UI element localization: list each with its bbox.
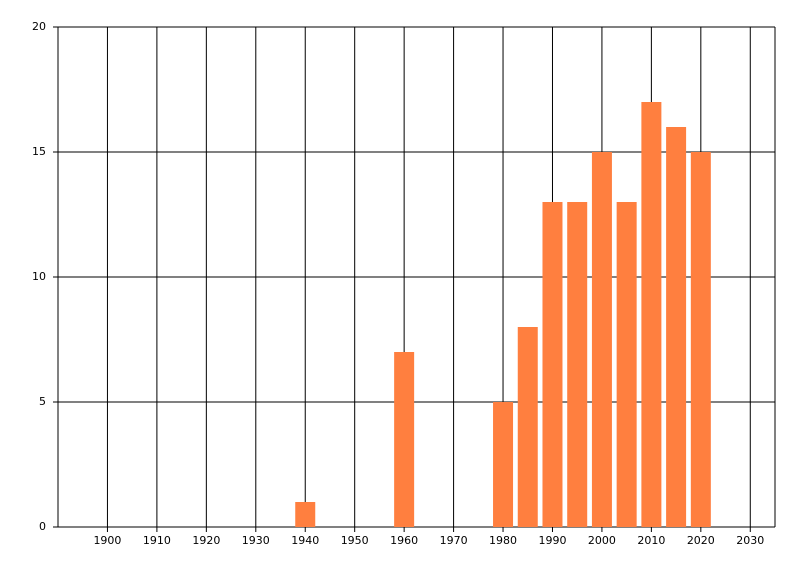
x-tick-label: 1970: [440, 534, 468, 547]
x-tick-label: 2020: [687, 534, 715, 547]
x-tick-label: 2030: [736, 534, 764, 547]
bar: [295, 502, 316, 527]
x-tick-label: 1930: [242, 534, 270, 547]
y-tick-label: 20: [32, 20, 46, 33]
x-tick-label: 2000: [588, 534, 616, 547]
bar: [542, 202, 563, 527]
x-tick-label: 1940: [291, 534, 319, 547]
bar: [666, 127, 687, 527]
x-tick-label: 1900: [93, 534, 121, 547]
bar: [493, 402, 514, 527]
x-tick-label: 1990: [538, 534, 566, 547]
bar: [641, 102, 662, 527]
y-tick-label: 15: [32, 145, 46, 158]
y-tick-label: 10: [32, 270, 46, 283]
bar: [567, 202, 588, 527]
y-tick-label: 0: [39, 520, 46, 533]
x-tick-label: 1980: [489, 534, 517, 547]
y-tick-label: 5: [39, 395, 46, 408]
x-tick-label: 1910: [143, 534, 171, 547]
x-tick-label: 1950: [341, 534, 369, 547]
bar: [394, 352, 415, 527]
bar: [690, 152, 711, 527]
bar: [517, 327, 538, 527]
bar: [616, 202, 637, 527]
x-tick-label: 1920: [192, 534, 220, 547]
bar: [591, 152, 612, 527]
x-tick-label: 2010: [637, 534, 665, 547]
x-tick-label: 1960: [390, 534, 418, 547]
